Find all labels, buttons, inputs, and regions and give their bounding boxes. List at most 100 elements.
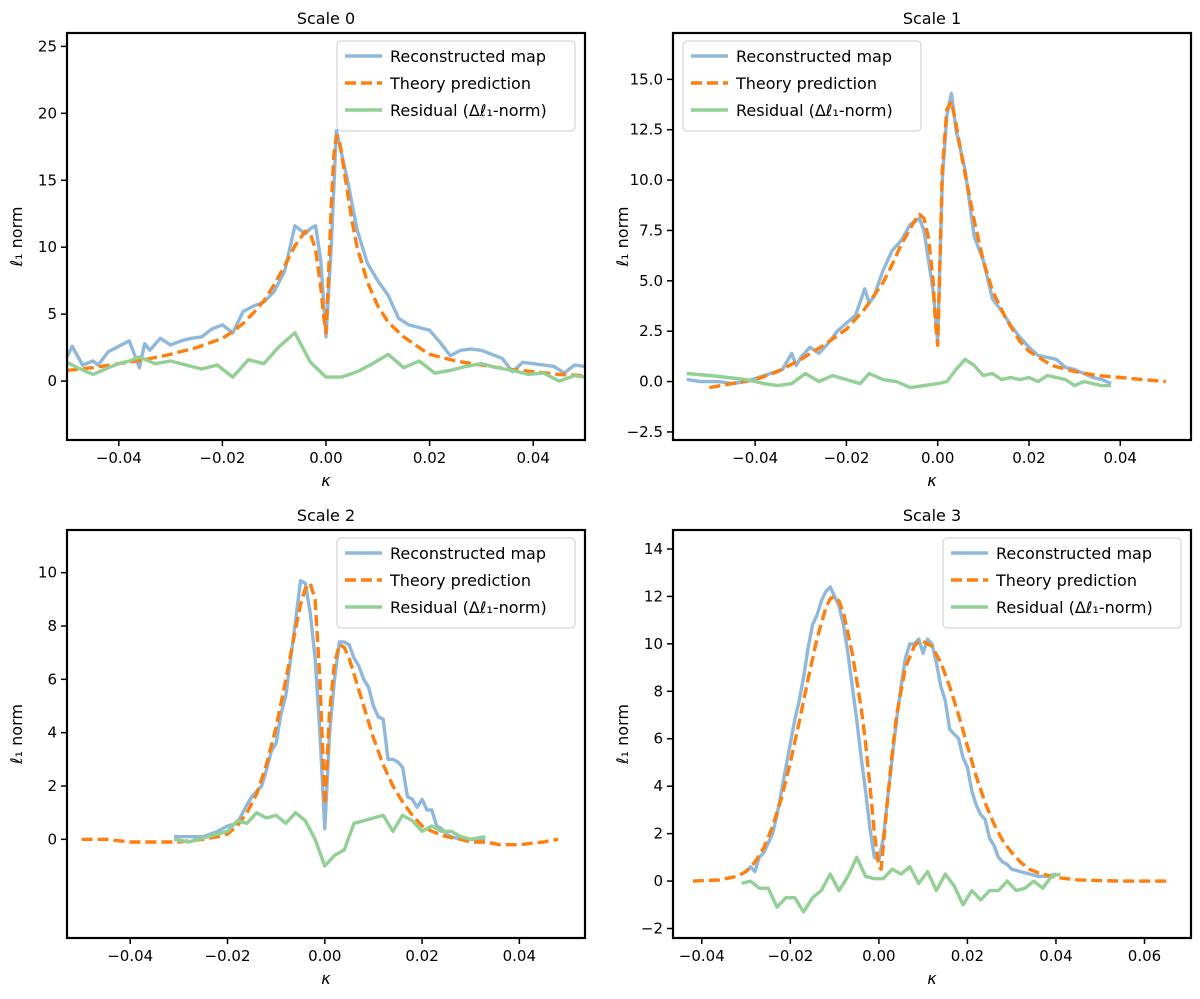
series-line-reconstructed — [744, 585, 1057, 878]
y-tick-label: −2.5 — [627, 423, 663, 441]
axes-frame — [671, 528, 1193, 940]
y-tick-label: 6 — [47, 670, 57, 688]
x-tick-label: 0.04 — [516, 449, 549, 467]
y-tick-label: 0 — [47, 372, 57, 390]
x-tick-label: 0.02 — [405, 947, 438, 965]
legend-label: Residual (Δℓ₁-norm) — [996, 598, 1153, 617]
x-tick-label: 0.00 — [862, 947, 895, 965]
y-axis-label: ℓ₁ norm — [7, 704, 26, 765]
legend-label: Theory prediction — [389, 74, 531, 93]
series-line-residual — [67, 331, 585, 383]
series-line-residual — [741, 855, 1061, 914]
series-group — [692, 585, 1167, 914]
y-tick-label: 14 — [644, 540, 663, 558]
x-axis-label: κ — [321, 969, 331, 988]
chart-title: Scale 3 — [903, 506, 961, 525]
chart-panel-3: Scale 3 −0.04 −0.02 0.00 0.02 0.04 0.06 −2 0 2 4 6 8… — [613, 506, 1193, 988]
y-tick-label: 12.5 — [630, 121, 663, 139]
y-tick-label: 4 — [653, 777, 663, 795]
x-tick-label: −0.02 — [823, 449, 869, 467]
x-tick-label: −0.02 — [199, 449, 245, 467]
x-tick-label: 0.04 — [1104, 449, 1137, 467]
axes-frame — [65, 31, 587, 442]
axes-frame — [65, 528, 587, 940]
legend-box — [682, 40, 922, 132]
series-group — [67, 128, 585, 383]
x-tick-label: 0.04 — [503, 947, 536, 965]
y-tick-label: 20 — [38, 104, 57, 122]
legend-label: Reconstructed map — [736, 47, 892, 66]
chart-title: Scale 1 — [903, 9, 961, 28]
y-tick-label: 15.0 — [630, 70, 663, 88]
legend: Reconstructed map Theory prediction Residu… — [336, 40, 576, 132]
y-tick-label: 4 — [47, 724, 57, 742]
y-tick-label: 7.5 — [639, 221, 663, 239]
legend: Reconstructed map Theory prediction Residu… — [682, 40, 922, 132]
x-axis-label: κ — [927, 471, 937, 490]
y-tick-label: 12 — [644, 587, 663, 605]
legend-label: Reconstructed map — [390, 544, 546, 563]
series-line-residual — [173, 811, 486, 868]
legend-box — [336, 40, 576, 132]
series-group — [686, 91, 1167, 390]
x-tick-label: −0.02 — [767, 947, 813, 965]
series-line-reconstructed — [686, 91, 1112, 386]
series-line-theory — [709, 99, 1167, 390]
y-tick-label: 10.0 — [630, 171, 663, 189]
y-tick-label: 2 — [47, 777, 57, 795]
x-tick-label: 0.00 — [921, 449, 954, 467]
y-tick-label: 0.0 — [639, 373, 663, 391]
y-tick-label: 0 — [47, 830, 57, 848]
y-tick-label: 2.5 — [639, 322, 663, 340]
legend-label: Residual (Δℓ₁-norm) — [390, 101, 547, 120]
y-tick-label: −2 — [641, 920, 663, 938]
series-group — [81, 579, 559, 868]
y-axis-label: ℓ₁ norm — [613, 704, 632, 765]
y-tick-label: 5.0 — [639, 272, 663, 290]
axes-frame — [671, 31, 1193, 442]
y-tick-label: 10 — [38, 564, 57, 582]
y-tick-label: 15 — [38, 171, 57, 189]
legend-label: Theory prediction — [735, 74, 877, 93]
x-axis-label: κ — [927, 969, 937, 988]
legend-label: Theory prediction — [995, 571, 1137, 590]
series-line-theory — [81, 581, 559, 847]
chart-title: Scale 2 — [297, 506, 355, 525]
x-tick-label: −0.04 — [732, 449, 778, 467]
series-line-theory — [67, 134, 585, 378]
y-axis-label: ℓ₁ norm — [7, 207, 26, 268]
legend: Reconstructed map Theory prediction Residu… — [336, 537, 576, 629]
legend-label: Residual (Δℓ₁-norm) — [736, 101, 893, 120]
y-tick-label: 10 — [38, 238, 57, 256]
x-tick-label: 0.02 — [1012, 449, 1045, 467]
x-tick-label: −0.04 — [96, 449, 142, 467]
x-tick-label: 0.02 — [413, 449, 446, 467]
y-tick-label: 8 — [47, 617, 57, 635]
x-tick-label: 0.02 — [951, 947, 984, 965]
y-axis-label: ℓ₁ norm — [613, 207, 632, 268]
y-tick-label: 6 — [653, 730, 663, 748]
legend-label: Residual (Δℓ₁-norm) — [390, 598, 547, 617]
y-tick-label: 2 — [653, 825, 663, 843]
chart-panel-0: Scale 0 −0.04 −0.02 0.00 0.02 0.04 0 5 10 15 20 25 κ… — [7, 9, 587, 490]
legend-label: Reconstructed map — [996, 544, 1152, 563]
x-tick-label: 0.00 — [309, 449, 342, 467]
y-tick-label: 8 — [653, 682, 663, 700]
x-tick-label: −0.02 — [205, 947, 251, 965]
legend: Reconstructed map Theory prediction Residu… — [942, 537, 1182, 629]
x-axis-label: κ — [321, 471, 331, 490]
x-tick-label: −0.04 — [107, 947, 153, 965]
x-tick-label: −0.04 — [679, 947, 725, 965]
series-line-theory — [692, 594, 1167, 883]
legend-box — [942, 537, 1182, 629]
chart-title: Scale 0 — [297, 9, 355, 28]
y-tick-label: 0 — [653, 872, 663, 890]
x-tick-label: 0.04 — [1039, 947, 1072, 965]
chart-panel-2: Scale 2 −0.04 −0.02 0.00 0.02 0.04 0 2 4 6 8 10 κ ℓ₁ … — [7, 506, 587, 988]
chart-panel-1: Scale 1 −0.04 −0.02 0.00 0.02 0.04 −2.5 0.0 2.5 5… — [613, 9, 1193, 490]
legend-label: Reconstructed map — [390, 47, 546, 66]
series-line-residual — [686, 357, 1112, 390]
x-tick-label: 0.00 — [308, 947, 341, 965]
y-tick-label: 25 — [38, 37, 57, 55]
